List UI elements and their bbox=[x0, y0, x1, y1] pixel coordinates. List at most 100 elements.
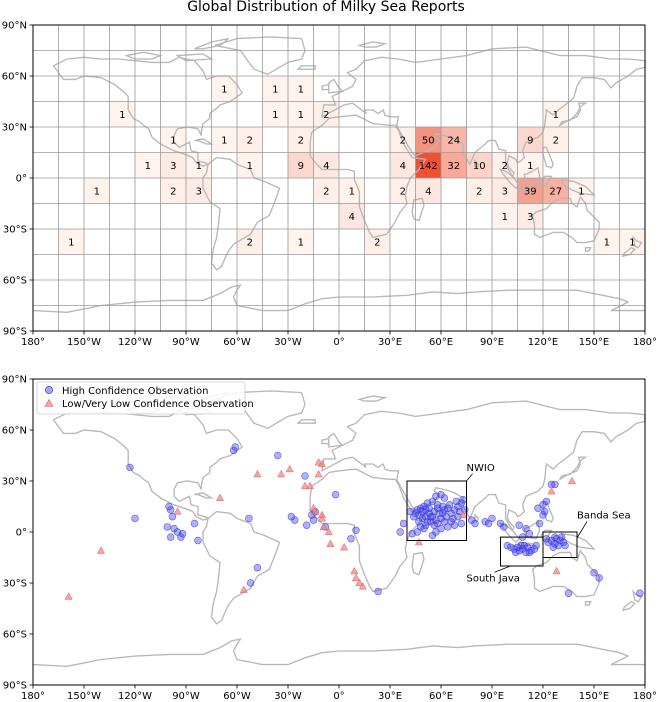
high-confidence-point bbox=[444, 523, 452, 531]
x-tick-label: 0° bbox=[333, 337, 344, 348]
heatmap-cell-count: 50 bbox=[422, 135, 435, 146]
low-confidence-point bbox=[215, 493, 225, 502]
heatmap-cell-count: 1 bbox=[170, 135, 176, 146]
scatter-axis-ticks: 180° 150°W 120°W 90°W 60°W 30°W 0° 30°E 60°E 90°E… bbox=[2, 375, 657, 702]
heatmap-cell bbox=[288, 101, 314, 127]
high-confidence-point bbox=[503, 541, 511, 550]
high-confidence-point bbox=[177, 533, 185, 541]
heatmap-cell-count: 1 bbox=[578, 186, 584, 197]
x-tick-label: 90°W bbox=[172, 337, 200, 348]
low-confidence-point bbox=[64, 592, 73, 600]
high-confidence-point bbox=[194, 536, 202, 545]
high-confidence-point bbox=[423, 518, 432, 526]
heatmap-cell-count: 1 bbox=[68, 237, 74, 248]
heatmap-cell-count: 1 bbox=[272, 110, 278, 121]
heatmap-cell-count: 1 bbox=[553, 110, 559, 121]
low-confidence-point bbox=[547, 486, 556, 495]
heatmap-cell bbox=[262, 76, 288, 102]
high-confidence-point bbox=[515, 521, 523, 529]
x-tick-label: 120°W bbox=[118, 337, 152, 348]
heatmap-cell bbox=[237, 229, 263, 255]
high-confidence-point bbox=[440, 494, 449, 502]
heatmap-cell bbox=[441, 127, 467, 153]
heatmap-cell-count: 1 bbox=[298, 84, 304, 95]
high-confidence-point bbox=[274, 451, 282, 460]
heatmap-cell-count: 1 bbox=[502, 212, 508, 223]
legend-marker-high bbox=[45, 386, 53, 394]
high-confidence-point bbox=[457, 519, 466, 528]
y-tick-label: 60°S bbox=[3, 276, 27, 287]
heatmap-cell bbox=[364, 229, 390, 255]
high-confidence-point bbox=[512, 548, 520, 557]
high-confidence-point bbox=[539, 511, 547, 519]
x-tick-label: 180° bbox=[21, 691, 45, 702]
heatmap-cell-count: 1 bbox=[119, 110, 125, 121]
high-confidence-point bbox=[564, 589, 573, 597]
high-confidence-point bbox=[352, 526, 360, 534]
high-confidence-point bbox=[440, 506, 449, 514]
heatmap-cell-count: 1 bbox=[298, 110, 304, 121]
heatmap-cell-count: 2 bbox=[247, 135, 253, 146]
heatmap-cell-count: 2 bbox=[170, 186, 176, 197]
x-tick-label: 180° bbox=[633, 691, 657, 702]
high-confidence-point bbox=[430, 521, 438, 529]
heatmap-cell-count: 1 bbox=[298, 237, 304, 248]
scatter-points bbox=[64, 443, 644, 600]
region-box bbox=[542, 531, 578, 558]
low-confidence-point bbox=[351, 573, 361, 581]
high-confidence-point bbox=[420, 524, 428, 533]
high-confidence-point bbox=[540, 507, 549, 516]
y-tick-label: 30°N bbox=[2, 123, 27, 134]
low-confidence-point bbox=[253, 469, 262, 478]
high-confidence-point bbox=[532, 541, 540, 550]
heatmap-cell-count: 1 bbox=[349, 186, 355, 197]
low-confidence-point bbox=[567, 476, 576, 485]
x-tick-label: 180° bbox=[633, 337, 657, 348]
high-confidence-point bbox=[428, 497, 437, 506]
region-annotations: NWIO South Java Banda Sea bbox=[406, 463, 631, 584]
high-confidence-point bbox=[542, 535, 551, 543]
x-tick-label: 150°W bbox=[67, 691, 101, 702]
heatmap-cell-count: 1 bbox=[272, 84, 278, 95]
low-confidence-point bbox=[324, 527, 333, 536]
high-confidence-point bbox=[167, 506, 175, 514]
high-confidence-point bbox=[301, 472, 309, 480]
high-confidence-point bbox=[422, 521, 430, 529]
heatmap-cell bbox=[390, 178, 416, 204]
high-confidence-point bbox=[399, 519, 408, 528]
high-confidence-point bbox=[165, 502, 173, 511]
y-tick-label: 90°S bbox=[3, 681, 27, 692]
heatmap-cells bbox=[58, 76, 645, 255]
region-box bbox=[406, 480, 467, 541]
heatmap-cell-count: 2 bbox=[502, 161, 508, 172]
high-confidence-point bbox=[229, 446, 238, 455]
x-tick-label: 60°W bbox=[223, 337, 251, 348]
high-confidence-point bbox=[481, 518, 489, 526]
y-tick-label: 60°N bbox=[2, 72, 27, 83]
high-confidence-point bbox=[471, 519, 479, 528]
high-confidence-point bbox=[178, 529, 187, 538]
heatmap-cell bbox=[160, 178, 186, 204]
heatmap-cell-count: 1 bbox=[247, 161, 253, 172]
heatmap-cell bbox=[186, 178, 212, 204]
x-tick-label: 60°E bbox=[429, 691, 453, 702]
heatmap-cell-count: 1 bbox=[604, 237, 610, 248]
high-confidence-point bbox=[535, 519, 544, 528]
heatmap-cell-count: 2 bbox=[247, 237, 253, 248]
heatmap-cell-count: 4 bbox=[400, 161, 406, 172]
y-tick-label: 90°N bbox=[2, 21, 27, 32]
high-confidence-point bbox=[253, 563, 262, 572]
low-confidence-point bbox=[277, 469, 286, 478]
low-confidence-point bbox=[319, 522, 328, 530]
x-tick-label: 30°E bbox=[378, 337, 402, 348]
high-confidence-point bbox=[231, 443, 240, 451]
region-leader-line bbox=[494, 565, 511, 573]
high-confidence-point bbox=[557, 533, 566, 541]
heatmap-cell bbox=[492, 178, 518, 204]
x-tick-label: 60°W bbox=[223, 691, 251, 702]
heatmap-panel: 1 1 11 1 1 2 11 1 2 2 2 50 24 9 21 3 1 1 9 4 4 142 32 10 2 11 2 3 2 1… bbox=[2, 21, 657, 349]
heatmap-cell-count: 4 bbox=[323, 161, 329, 172]
y-tick-label: 0° bbox=[16, 174, 27, 185]
high-confidence-point bbox=[126, 463, 134, 472]
heatmap-cell-count: 2 bbox=[323, 110, 329, 121]
